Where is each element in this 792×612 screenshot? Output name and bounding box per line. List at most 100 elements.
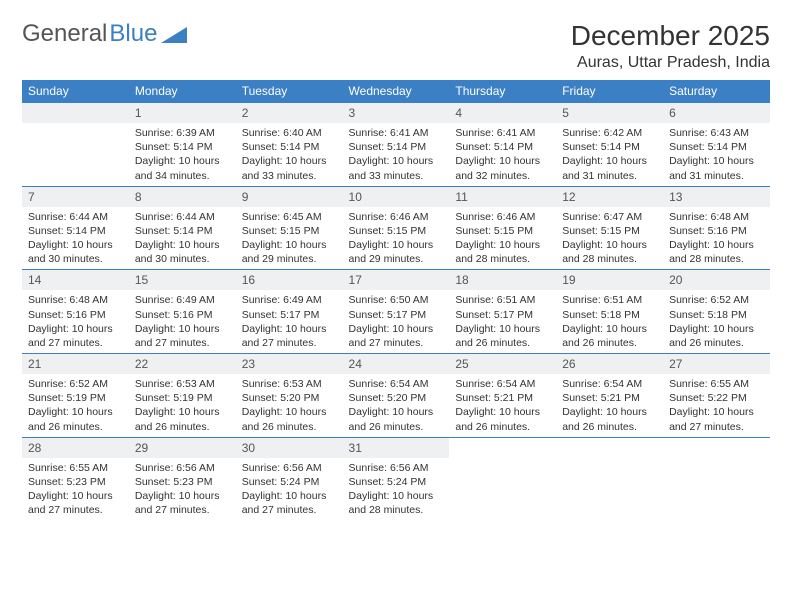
- sunrise-line: Sunrise: 6:53 AM: [135, 377, 230, 391]
- calendar-day-cell: 13Sunrise: 6:48 AMSunset: 5:16 PMDayligh…: [663, 186, 770, 270]
- sunrise-line: Sunrise: 6:49 AM: [242, 293, 337, 307]
- daylight-line: Daylight: 10 hours and 27 minutes.: [28, 322, 123, 350]
- day-data: Sunrise: 6:52 AMSunset: 5:19 PMDaylight:…: [22, 374, 129, 437]
- sunset-line: Sunset: 5:14 PM: [455, 140, 550, 154]
- day-number: 22: [129, 354, 236, 374]
- calendar-day-cell: 10Sunrise: 6:46 AMSunset: 5:15 PMDayligh…: [343, 186, 450, 270]
- weekday-header: Monday: [129, 80, 236, 103]
- calendar-day-cell: 31Sunrise: 6:56 AMSunset: 5:24 PMDayligh…: [343, 437, 450, 520]
- day-data: Sunrise: 6:44 AMSunset: 5:14 PMDaylight:…: [129, 207, 236, 270]
- calendar-day-cell: 12Sunrise: 6:47 AMSunset: 5:15 PMDayligh…: [556, 186, 663, 270]
- sunrise-line: Sunrise: 6:39 AM: [135, 126, 230, 140]
- weekday-header-row: SundayMondayTuesdayWednesdayThursdayFrid…: [22, 80, 770, 103]
- calendar-day-cell: 29Sunrise: 6:56 AMSunset: 5:23 PMDayligh…: [129, 437, 236, 520]
- sunrise-line: Sunrise: 6:40 AM: [242, 126, 337, 140]
- sunrise-line: Sunrise: 6:48 AM: [28, 293, 123, 307]
- day-data: Sunrise: 6:51 AMSunset: 5:18 PMDaylight:…: [556, 290, 663, 353]
- daylight-line: Daylight: 10 hours and 28 minutes.: [455, 238, 550, 266]
- daylight-line: Daylight: 10 hours and 31 minutes.: [562, 154, 657, 182]
- calendar-day-cell: 7Sunrise: 6:44 AMSunset: 5:14 PMDaylight…: [22, 186, 129, 270]
- sunrise-line: Sunrise: 6:45 AM: [242, 210, 337, 224]
- sunrise-line: Sunrise: 6:54 AM: [455, 377, 550, 391]
- daylight-line: Daylight: 10 hours and 31 minutes.: [669, 154, 764, 182]
- day-number: 29: [129, 438, 236, 458]
- day-data: Sunrise: 6:55 AMSunset: 5:22 PMDaylight:…: [663, 374, 770, 437]
- day-data: Sunrise: 6:48 AMSunset: 5:16 PMDaylight:…: [22, 290, 129, 353]
- day-data: Sunrise: 6:56 AMSunset: 5:24 PMDaylight:…: [343, 458, 450, 521]
- day-data: Sunrise: 6:43 AMSunset: 5:14 PMDaylight:…: [663, 123, 770, 186]
- calendar-row: 14Sunrise: 6:48 AMSunset: 5:16 PMDayligh…: [22, 270, 770, 354]
- calendar-day-cell: 30Sunrise: 6:56 AMSunset: 5:24 PMDayligh…: [236, 437, 343, 520]
- daylight-line: Daylight: 10 hours and 29 minutes.: [349, 238, 444, 266]
- calendar-row: 7Sunrise: 6:44 AMSunset: 5:14 PMDaylight…: [22, 186, 770, 270]
- sunset-line: Sunset: 5:14 PM: [242, 140, 337, 154]
- day-data: Sunrise: 6:42 AMSunset: 5:14 PMDaylight:…: [556, 123, 663, 186]
- day-number: 26: [556, 354, 663, 374]
- calendar-day-cell: 22Sunrise: 6:53 AMSunset: 5:19 PMDayligh…: [129, 354, 236, 438]
- calendar-day-cell: 8Sunrise: 6:44 AMSunset: 5:14 PMDaylight…: [129, 186, 236, 270]
- day-data: Sunrise: 6:56 AMSunset: 5:24 PMDaylight:…: [236, 458, 343, 521]
- day-data: Sunrise: 6:53 AMSunset: 5:20 PMDaylight:…: [236, 374, 343, 437]
- calendar-empty-cell: [22, 103, 129, 187]
- sunset-line: Sunset: 5:22 PM: [669, 391, 764, 405]
- sunset-line: Sunset: 5:18 PM: [562, 308, 657, 322]
- day-number: 16: [236, 270, 343, 290]
- calendar-day-cell: 15Sunrise: 6:49 AMSunset: 5:16 PMDayligh…: [129, 270, 236, 354]
- daylight-line: Daylight: 10 hours and 26 minutes.: [28, 405, 123, 433]
- weekday-header: Tuesday: [236, 80, 343, 103]
- day-data: Sunrise: 6:54 AMSunset: 5:21 PMDaylight:…: [449, 374, 556, 437]
- sunrise-line: Sunrise: 6:41 AM: [349, 126, 444, 140]
- sunrise-line: Sunrise: 6:52 AM: [28, 377, 123, 391]
- sunrise-line: Sunrise: 6:49 AM: [135, 293, 230, 307]
- weekday-header: Friday: [556, 80, 663, 103]
- day-data: Sunrise: 6:54 AMSunset: 5:21 PMDaylight:…: [556, 374, 663, 437]
- day-number: 27: [663, 354, 770, 374]
- daylight-line: Daylight: 10 hours and 30 minutes.: [135, 238, 230, 266]
- empty-daynum-strip: [22, 103, 129, 123]
- daylight-line: Daylight: 10 hours and 33 minutes.: [349, 154, 444, 182]
- day-data: Sunrise: 6:39 AMSunset: 5:14 PMDaylight:…: [129, 123, 236, 186]
- day-data: Sunrise: 6:54 AMSunset: 5:20 PMDaylight:…: [343, 374, 450, 437]
- day-number: 3: [343, 103, 450, 123]
- day-data: Sunrise: 6:49 AMSunset: 5:17 PMDaylight:…: [236, 290, 343, 353]
- day-number: 8: [129, 187, 236, 207]
- daylight-line: Daylight: 10 hours and 34 minutes.: [135, 154, 230, 182]
- day-number: 24: [343, 354, 450, 374]
- sunrise-line: Sunrise: 6:52 AM: [669, 293, 764, 307]
- calendar-body: 1Sunrise: 6:39 AMSunset: 5:14 PMDaylight…: [22, 103, 770, 521]
- calendar-day-cell: 3Sunrise: 6:41 AMSunset: 5:14 PMDaylight…: [343, 103, 450, 187]
- daylight-line: Daylight: 10 hours and 28 minutes.: [349, 489, 444, 517]
- sunset-line: Sunset: 5:24 PM: [349, 475, 444, 489]
- sunset-line: Sunset: 5:16 PM: [669, 224, 764, 238]
- day-data: Sunrise: 6:53 AMSunset: 5:19 PMDaylight:…: [129, 374, 236, 437]
- sunset-line: Sunset: 5:17 PM: [242, 308, 337, 322]
- weekday-header: Wednesday: [343, 80, 450, 103]
- title-block: December 2025 Auras, Uttar Pradesh, Indi…: [571, 20, 770, 72]
- day-number: 20: [663, 270, 770, 290]
- day-data: Sunrise: 6:51 AMSunset: 5:17 PMDaylight:…: [449, 290, 556, 353]
- daylight-line: Daylight: 10 hours and 29 minutes.: [242, 238, 337, 266]
- location-text: Auras, Uttar Pradesh, India: [571, 54, 770, 72]
- day-number: 9: [236, 187, 343, 207]
- calendar-day-cell: 25Sunrise: 6:54 AMSunset: 5:21 PMDayligh…: [449, 354, 556, 438]
- daylight-line: Daylight: 10 hours and 28 minutes.: [562, 238, 657, 266]
- sunrise-line: Sunrise: 6:42 AM: [562, 126, 657, 140]
- brand-triangle-icon: [161, 25, 187, 43]
- calendar-empty-cell: [556, 437, 663, 520]
- sunrise-line: Sunrise: 6:55 AM: [669, 377, 764, 391]
- day-data: Sunrise: 6:44 AMSunset: 5:14 PMDaylight:…: [22, 207, 129, 270]
- calendar-day-cell: 26Sunrise: 6:54 AMSunset: 5:21 PMDayligh…: [556, 354, 663, 438]
- sunset-line: Sunset: 5:15 PM: [349, 224, 444, 238]
- sunrise-line: Sunrise: 6:48 AM: [669, 210, 764, 224]
- calendar-day-cell: 9Sunrise: 6:45 AMSunset: 5:15 PMDaylight…: [236, 186, 343, 270]
- sunset-line: Sunset: 5:15 PM: [455, 224, 550, 238]
- sunset-line: Sunset: 5:24 PM: [242, 475, 337, 489]
- daylight-line: Daylight: 10 hours and 27 minutes.: [135, 489, 230, 517]
- sunset-line: Sunset: 5:21 PM: [562, 391, 657, 405]
- sunset-line: Sunset: 5:14 PM: [28, 224, 123, 238]
- day-number: 14: [22, 270, 129, 290]
- sunset-line: Sunset: 5:19 PM: [135, 391, 230, 405]
- daylight-line: Daylight: 10 hours and 33 minutes.: [242, 154, 337, 182]
- sunset-line: Sunset: 5:16 PM: [135, 308, 230, 322]
- day-number: 28: [22, 438, 129, 458]
